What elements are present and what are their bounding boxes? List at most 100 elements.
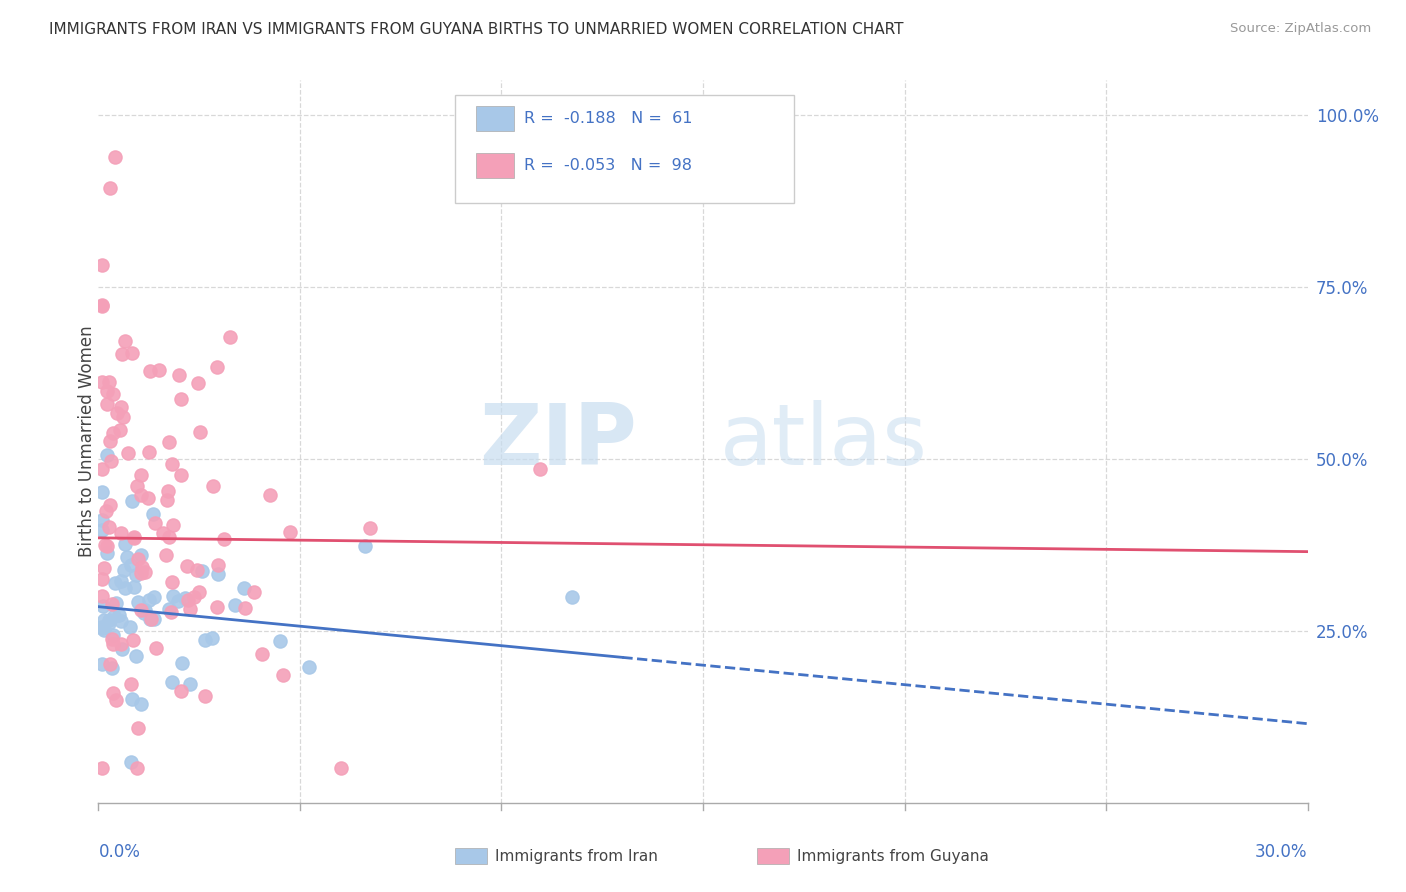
Point (103, 609, 125, 624)
Point (167, 594, 190, 608)
Point (91, 599, 114, 613)
Point (97, 615, 120, 630)
Text: 0.0%: 0.0% (98, 843, 141, 861)
Point (91, 621, 114, 635)
Point (120, 755, 142, 769)
Point (110, 526, 132, 541)
Point (104, 576, 127, 591)
Point (131, 566, 153, 580)
Point (148, 362, 170, 376)
Point (259, 488, 281, 502)
Point (160, 575, 183, 590)
Point (125, 567, 148, 582)
Point (103, 686, 125, 700)
Point (188, 425, 211, 439)
Point (141, 611, 163, 625)
Point (179, 602, 201, 616)
Point (138, 592, 160, 607)
Point (91, 513, 114, 527)
Point (96, 397, 118, 411)
Point (91, 298, 114, 312)
Point (143, 612, 166, 626)
Point (129, 697, 152, 711)
Point (100, 661, 122, 675)
Point (205, 599, 228, 614)
Point (188, 584, 211, 599)
Point (120, 558, 142, 572)
Point (91, 572, 114, 586)
Point (278, 524, 301, 539)
Point (117, 549, 139, 564)
Point (93, 538, 115, 552)
Point (127, 721, 149, 735)
Point (103, 637, 125, 651)
Point (96, 539, 118, 553)
Point (91, 485, 114, 500)
Point (170, 657, 193, 671)
Point (194, 689, 217, 703)
Point (98, 657, 121, 671)
Point (129, 548, 152, 562)
Point (132, 607, 155, 621)
Point (110, 614, 132, 628)
Point (91, 761, 114, 775)
Point (101, 387, 124, 401)
Point (194, 632, 217, 647)
Text: Immigrants from Iran: Immigrants from Iran (495, 849, 658, 863)
Point (156, 493, 179, 508)
Text: ZIP: ZIP (479, 400, 637, 483)
Point (129, 603, 152, 617)
Point (91, 258, 114, 272)
Point (91, 375, 114, 389)
FancyBboxPatch shape (456, 95, 793, 203)
Point (131, 560, 153, 574)
Point (96, 448, 118, 462)
Point (91, 657, 114, 672)
Point (93, 624, 115, 638)
Point (162, 589, 184, 603)
Point (186, 563, 208, 577)
Point (191, 564, 214, 578)
Point (112, 563, 135, 577)
Point (100, 453, 122, 467)
Point (176, 558, 198, 573)
Text: R =  -0.053   N =  98: R = -0.053 N = 98 (524, 158, 692, 173)
Y-axis label: Births to Unmarried Women: Births to Unmarried Women (79, 326, 96, 558)
Point (118, 620, 141, 634)
Point (207, 558, 229, 572)
Point (157, 484, 180, 499)
Point (167, 368, 190, 382)
Point (157, 602, 180, 616)
Point (136, 491, 159, 505)
Point (98, 613, 121, 627)
Text: IMMIGRANTS FROM IRAN VS IMMIGRANTS FROM GUYANA BIRTHS TO UNMARRIED WOMEN CORRELA: IMMIGRANTS FROM IRAN VS IMMIGRANTS FROM … (49, 22, 904, 37)
Point (103, 425, 125, 440)
Point (359, 521, 381, 535)
Point (561, 590, 583, 604)
Point (134, 565, 156, 579)
Point (177, 592, 200, 607)
Point (120, 677, 142, 691)
Point (242, 585, 264, 599)
Point (157, 530, 180, 544)
Point (112, 409, 135, 424)
Text: Immigrants from Guyana: Immigrants from Guyana (797, 849, 990, 863)
Point (108, 424, 131, 438)
Point (97, 520, 120, 534)
Point (104, 693, 127, 707)
Point (269, 634, 291, 648)
Text: Source: ZipAtlas.com: Source: ZipAtlas.com (1230, 22, 1371, 36)
Point (98, 181, 121, 195)
Point (159, 605, 181, 619)
Point (98, 434, 121, 449)
Point (114, 582, 136, 596)
Point (219, 330, 242, 344)
Point (91, 462, 114, 476)
Point (205, 360, 228, 375)
Point (142, 507, 165, 521)
Point (330, 761, 353, 775)
Point (93, 561, 115, 575)
Point (91, 620, 114, 634)
Point (179, 676, 201, 690)
Point (93, 613, 115, 627)
